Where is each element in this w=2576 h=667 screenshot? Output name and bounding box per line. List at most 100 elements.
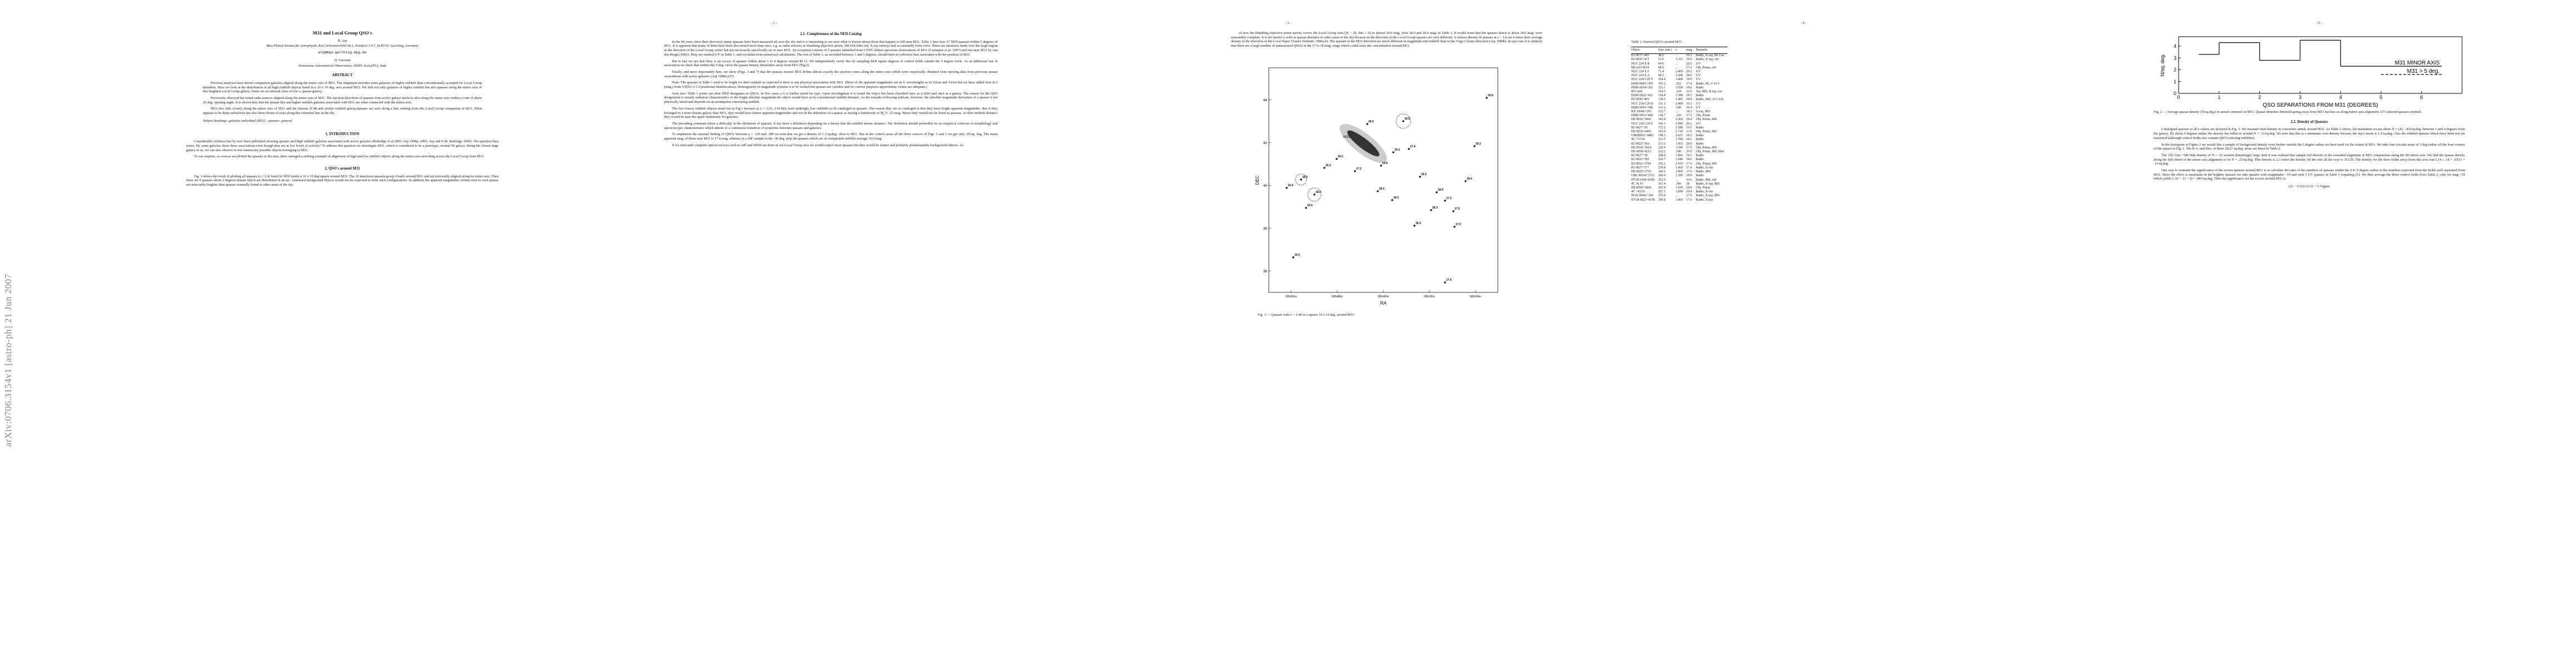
quasar-marker xyxy=(1380,165,1382,167)
table-cell: 299.8 xyxy=(1658,198,1666,202)
table-cell: ... xyxy=(1675,66,1678,69)
paragraph: In the histogram in Figure 2 we would li… xyxy=(2154,142,2465,151)
table-cell: 18.3 xyxy=(1686,134,1692,138)
author: H. Arp xyxy=(337,38,347,43)
table-cell: 139.7 xyxy=(1658,114,1666,118)
paragraph: In the 44 years since their discovery ma… xyxy=(664,39,998,57)
series-label: M31 MINOR AXIS xyxy=(2395,60,2440,66)
table-cell: 220.4 xyxy=(1658,146,1666,150)
paragraph: M33 also falls closely along the minor a… xyxy=(203,107,482,116)
table-cell: 17.6 xyxy=(1686,162,1692,166)
table-cell: HS89 0033+400 xyxy=(1631,114,1653,118)
table-cell: .120 xyxy=(1675,114,1681,118)
table-cell: NGC 224 E A xyxy=(1631,74,1650,78)
table-cell: 267.1 xyxy=(1658,190,1666,194)
table-cell: 263.4 xyxy=(1658,182,1666,186)
table-row: B3 0027+377 239.8 1.450 17.4 Radio, X-ray xyxy=(1631,166,1727,170)
x-tick-label: 00h48m xyxy=(1332,295,1343,298)
table-cell: Radio, X-ray xyxy=(1696,166,1713,170)
y-tick-label: 44 xyxy=(1263,98,1268,102)
table-cell: ... xyxy=(1675,178,1678,182)
table-cell: Obj. Prism, IRS, blue xyxy=(1696,150,1725,154)
affiliation: Armenzano Astronomical Observatory, 0608… xyxy=(298,63,387,68)
quasar-magnitude: 18.9 xyxy=(1404,117,1410,121)
section-heading: 2.1. Completeness of the NED Catalog xyxy=(800,32,862,36)
table-cell: 1.920 xyxy=(1675,186,1683,190)
y-tick-label: 4 xyxy=(2174,43,2176,49)
table-cell: 38.5 xyxy=(1658,54,1664,58)
table-cell: 17.5 xyxy=(1686,146,1692,150)
table-cell: Obj. Prism, IRS xyxy=(1696,130,1717,134)
x-tick-label: 1 xyxy=(2218,94,2220,100)
table-row: 4C +43.01 267.1 1.690 19.4 Radio, X-ray xyxy=(1631,190,1727,194)
table-cell: 16.0 xyxy=(1686,150,1692,154)
table-cell: ... xyxy=(1675,194,1678,198)
table-cell: .252 xyxy=(1675,82,1681,86)
table-cell: ... xyxy=(1675,62,1678,66)
table-cell: 16.5 xyxy=(1686,90,1692,94)
table-cell: 131.1 xyxy=(1658,102,1666,106)
table-cell: 2.360 xyxy=(1675,118,1683,122)
table-cell: 143.1 xyxy=(1658,122,1666,126)
table-cell: HS 0036+3842 xyxy=(1631,118,1651,122)
quasar-magnitude: 20.5 xyxy=(1338,155,1343,158)
x-axis-label: QSO SEPARATIONS FROM M31 (DEGREES) xyxy=(2263,102,2378,108)
table-cell: 18.5 xyxy=(1686,138,1692,142)
quasar-marker xyxy=(1402,120,1404,122)
table-cell: 130.2 xyxy=(1658,98,1666,102)
table-cell: .366 xyxy=(1675,182,1681,186)
page-body: M31 and Local Group QSO's H. Arp Max-Pla… xyxy=(186,31,499,190)
table-cell: 131.2 xyxy=(1658,106,1666,109)
abstract-heading: ABSTRACT xyxy=(332,73,353,78)
table-cell: 1.390 xyxy=(1675,174,1683,178)
table-cell: 20.2 xyxy=(1686,122,1692,126)
x-tick-label: 0 xyxy=(2177,94,2180,100)
x-tick-label: 5 xyxy=(2380,94,2383,100)
table-cell: 1.485 xyxy=(1675,98,1683,102)
paragraph: The preceding comment raises a difficult… xyxy=(664,121,998,130)
quasar-magnitude: 20.2 xyxy=(1476,142,1481,146)
table-row: 4C +37.03 211.5 1.700 18.5 Radio xyxy=(1631,138,1727,142)
paragraph: Previously observed hot noted radio sour… xyxy=(203,96,482,104)
table-row: HS89 0043+388 131.2 .189 16.4 UV xyxy=(1631,106,1727,110)
column-header: r(arc min.) xyxy=(1658,46,1676,54)
email: arp@mpa-garching.mpg.de xyxy=(318,51,367,55)
table-cell: 18.8 xyxy=(1686,98,1692,102)
table-cell: UV xyxy=(1696,106,1701,109)
quasar-magnitude: 18.8 xyxy=(1316,191,1321,194)
figure-caption: Fig. 2.— Average quasar density (N/sq.de… xyxy=(2154,110,2421,114)
table-cell: HS 0029+3725 xyxy=(1631,170,1651,174)
table-cell: 228.6 xyxy=(1658,154,1666,158)
paper-page: - 2 - 2.1. Completeness of the NED Catal… xyxy=(517,0,1031,667)
x-axis-label: RA xyxy=(1380,301,1387,306)
table-cell: 16.4 xyxy=(1686,106,1692,109)
table-cell: 222.2 xyxy=(1658,150,1666,154)
table-cell: 246.2 xyxy=(1658,170,1666,174)
table-cell: Radio xyxy=(1696,158,1704,162)
quasar-magnitude: 17.6 xyxy=(1446,278,1452,282)
table-row: B3 0050+403 130.2 1.485 18.8 Radio, IRS, 15.… xyxy=(1631,98,1727,102)
table-cell: 1.690 xyxy=(1675,190,1683,194)
table-cell: Obj. Prism, red xyxy=(1696,66,1716,69)
table-cell: B2 0027+39 xyxy=(1631,154,1648,158)
table-cell: 19.9 xyxy=(1686,58,1692,62)
table-row: NGC 224 E A 84.3 1.600 18.5 UV xyxy=(1631,74,1727,78)
table-row: HS 0035+4405 193.0 2.710 17.0 Obj. Prism, IR… xyxy=(1631,130,1727,134)
table-cell: 262.6 xyxy=(1658,178,1666,182)
table-cell: HS89 0034+393 xyxy=(1631,86,1653,89)
table-cell: 2.900 xyxy=(1675,122,1683,126)
quasar-magnitude: 18.3 xyxy=(1393,196,1399,200)
quasar-marker xyxy=(1366,123,1368,125)
table-cell: Obj. Prism xyxy=(1696,186,1711,190)
highlight-circle xyxy=(1295,173,1307,186)
equation: (21 − 6.52)/√6.52 = 5.7sigma xyxy=(2288,185,2330,189)
table-row: HS89 0032+421 118.4 1.588 18.3 Radio xyxy=(1631,94,1727,98)
table-row: HS 0058+4213 222.2 .190 16.0 Obj. Prism, IRS… xyxy=(1631,150,1727,154)
x-tick-label: 00h56m xyxy=(1285,295,1297,298)
column-header: mag. xyxy=(1686,46,1696,54)
table-cell: MLA93 0034 xyxy=(1631,66,1650,69)
table-cell: 111.1 xyxy=(1658,86,1666,89)
table-cell: 17.2 xyxy=(1686,66,1692,69)
table-cell: UV xyxy=(1696,78,1701,82)
